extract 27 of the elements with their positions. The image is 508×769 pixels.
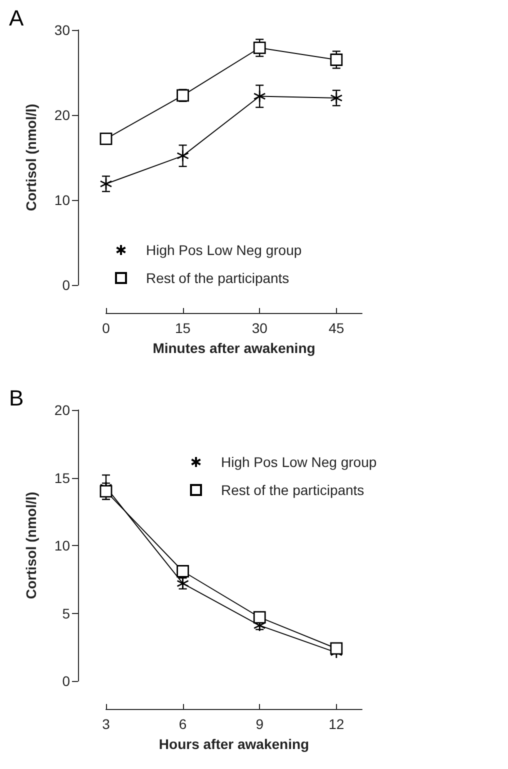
y-tick-label: 0 bbox=[62, 673, 70, 689]
y-tick-label: 10 bbox=[54, 538, 70, 554]
y-tick-label: 30 bbox=[54, 22, 70, 38]
x-tick-label: 45 bbox=[328, 320, 344, 336]
x-axis-title: Hours after awakening bbox=[158, 736, 310, 752]
legend-label: High Pos Low Neg group bbox=[221, 454, 377, 470]
y-tick-label: 0 bbox=[62, 277, 70, 293]
y-tick-label: 20 bbox=[54, 402, 70, 418]
x-tick-label: 9 bbox=[256, 716, 264, 732]
x-tick-label: 3 bbox=[102, 716, 110, 732]
x-axis-title: Minutes after awakening bbox=[152, 340, 316, 356]
x-tick-label: 12 bbox=[328, 716, 344, 732]
legend-label: Rest of the participants bbox=[221, 482, 364, 498]
legend-label: Rest of the participants bbox=[146, 270, 290, 286]
x-tick-label: 6 bbox=[178, 716, 187, 732]
x-tick-label: 30 bbox=[252, 320, 268, 336]
y-axis-title: Cortisol (nmol/l) bbox=[23, 492, 39, 600]
y-tick-label: 10 bbox=[54, 192, 70, 208]
y-tick-label: 15 bbox=[54, 470, 70, 486]
y-tick-label: 20 bbox=[54, 107, 70, 123]
y-tick-label: 5 bbox=[62, 605, 70, 622]
y-axis-title: Cortisol (nmol/l) bbox=[23, 104, 39, 212]
legend-label: High Pos Low Neg group bbox=[146, 242, 302, 258]
chart-title: A bbox=[9, 6, 24, 30]
x-tick-label: 0 bbox=[102, 320, 110, 336]
x-tick-label: 15 bbox=[175, 320, 191, 336]
chart-title: B bbox=[9, 386, 24, 410]
